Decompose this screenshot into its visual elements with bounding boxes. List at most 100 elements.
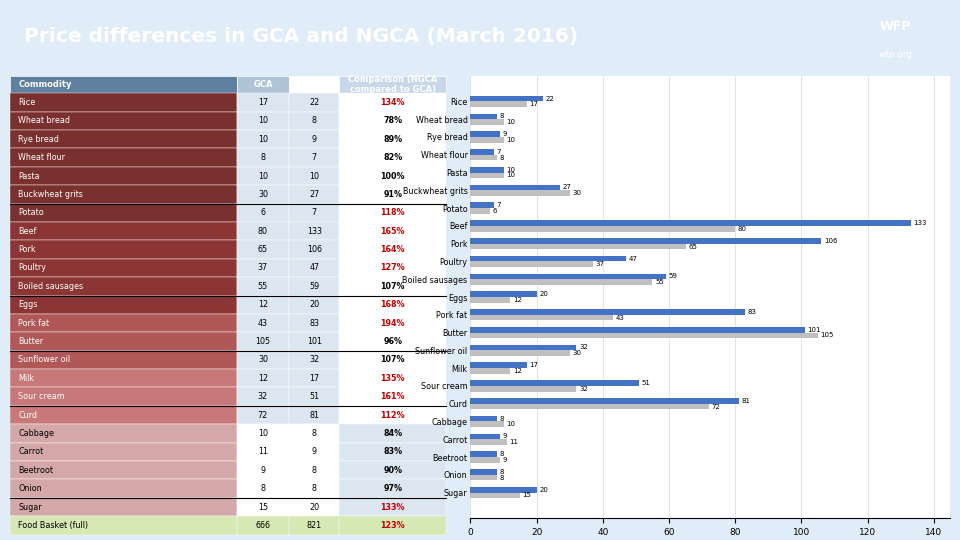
Bar — [289, 443, 340, 461]
Text: 43: 43 — [258, 319, 268, 328]
Text: 65: 65 — [258, 245, 268, 254]
Bar — [470, 185, 560, 190]
Bar — [10, 424, 237, 443]
Bar — [10, 259, 237, 277]
Bar — [289, 332, 340, 350]
Text: 27: 27 — [563, 185, 571, 191]
Bar — [10, 277, 237, 295]
Bar — [470, 434, 500, 439]
Text: Pasta: Pasta — [18, 172, 40, 180]
Bar — [340, 388, 446, 406]
Bar — [10, 369, 237, 388]
Bar — [470, 386, 576, 391]
Text: 20: 20 — [540, 487, 548, 492]
Bar — [470, 131, 500, 137]
Bar — [10, 240, 237, 259]
Bar — [10, 112, 237, 130]
Bar — [340, 167, 446, 185]
Text: 65: 65 — [688, 244, 697, 249]
Text: 6: 6 — [492, 208, 497, 214]
Text: 32: 32 — [258, 392, 268, 401]
Text: Poultry: Poultry — [18, 264, 46, 273]
Text: Eggs: Eggs — [18, 300, 37, 309]
Text: Boiled sausages: Boiled sausages — [18, 282, 84, 291]
Text: 8: 8 — [499, 113, 504, 119]
Bar — [237, 148, 289, 167]
Bar — [340, 259, 446, 277]
Text: 8: 8 — [499, 451, 504, 457]
Bar — [289, 240, 340, 259]
Bar — [237, 222, 289, 240]
Text: Beetroot: Beetroot — [18, 465, 54, 475]
Bar — [237, 369, 289, 388]
Text: 107%: 107% — [381, 282, 405, 291]
Bar — [237, 76, 289, 93]
Text: 7: 7 — [312, 208, 317, 217]
Bar — [10, 480, 237, 498]
Text: 10: 10 — [506, 172, 516, 178]
Text: Commodity: Commodity — [18, 80, 72, 89]
Bar — [470, 96, 543, 102]
Text: 9: 9 — [312, 447, 317, 456]
Text: 55: 55 — [258, 282, 268, 291]
Text: 666: 666 — [255, 521, 271, 530]
Bar — [340, 461, 446, 480]
Bar — [470, 421, 503, 427]
Bar — [340, 498, 446, 516]
Bar — [470, 173, 503, 178]
Text: 97%: 97% — [383, 484, 402, 493]
Text: 84%: 84% — [383, 429, 402, 438]
Bar — [470, 492, 520, 498]
Bar — [470, 297, 510, 303]
Bar — [237, 350, 289, 369]
Text: 9: 9 — [503, 131, 507, 137]
Text: 112%: 112% — [380, 410, 405, 420]
Text: 51: 51 — [309, 392, 320, 401]
Text: 164%: 164% — [381, 245, 405, 254]
Bar — [340, 222, 446, 240]
Text: 22: 22 — [309, 98, 320, 107]
Bar — [10, 388, 237, 406]
Bar — [237, 93, 289, 112]
Text: NGCA: NGCA — [301, 80, 327, 89]
Text: WFP: WFP — [879, 20, 911, 33]
Text: 22: 22 — [546, 96, 555, 102]
Text: 8: 8 — [260, 484, 266, 493]
Bar — [470, 362, 527, 368]
Bar — [340, 516, 446, 535]
Bar — [237, 516, 289, 535]
Bar — [237, 167, 289, 185]
Text: 6: 6 — [260, 208, 266, 217]
Text: 123%: 123% — [380, 521, 405, 530]
Bar — [289, 204, 340, 222]
Text: 133%: 133% — [381, 503, 405, 511]
Bar — [237, 295, 289, 314]
Bar — [470, 469, 497, 475]
Text: 32: 32 — [579, 345, 588, 350]
Bar — [470, 274, 665, 279]
Bar — [237, 388, 289, 406]
Text: 78%: 78% — [383, 116, 402, 125]
Text: 15: 15 — [522, 492, 532, 498]
Text: 133: 133 — [913, 220, 926, 226]
Bar — [340, 93, 446, 112]
Bar — [470, 368, 510, 374]
Bar — [470, 102, 527, 107]
Bar — [237, 259, 289, 277]
Bar — [10, 130, 237, 148]
Text: 12: 12 — [513, 368, 521, 374]
Text: Sour cream: Sour cream — [18, 392, 65, 401]
Text: 9: 9 — [503, 457, 507, 463]
Bar — [289, 369, 340, 388]
Bar — [470, 113, 497, 119]
Bar — [237, 480, 289, 498]
Text: 17: 17 — [529, 102, 539, 107]
Text: 106: 106 — [824, 238, 837, 244]
Text: Beef: Beef — [18, 227, 36, 235]
Bar — [340, 277, 446, 295]
Bar — [289, 148, 340, 167]
Text: 12: 12 — [258, 300, 268, 309]
Text: 11: 11 — [510, 439, 518, 445]
Bar — [289, 277, 340, 295]
Bar — [470, 261, 593, 267]
